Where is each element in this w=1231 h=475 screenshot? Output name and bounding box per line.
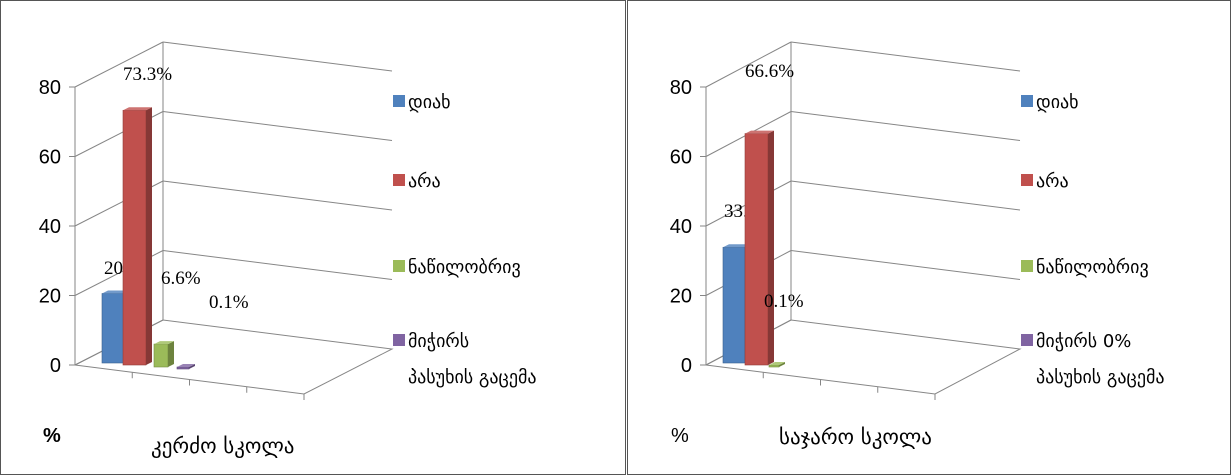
legend-label: ნაწილობრივ [1036,257,1149,278]
back-gridline [162,250,393,280]
chart-panel-private: 0 20 40 60 80 20% 73.3% 6.6% 0.1% დიახ არა ნაწილობრ… [0,0,626,475]
bar-side [146,107,152,365]
legend-label: დიახ [408,92,451,113]
side-gridline [74,41,164,88]
y-tick-label: 80 [670,77,692,99]
chart-private-school: 02040608020%73.3%6.6%0.1%დიახარანაწილობრ… [39,41,537,458]
legend-swatch [393,334,405,346]
legend-label: არა [408,171,441,192]
chart-title: საჯარო სკოლა [779,425,932,449]
legend-label: მიჭირს 0% [1036,331,1131,352]
unit-label: % [671,425,689,447]
chart-title: კერძო სკოლა [151,434,294,458]
bar-top [769,362,785,365]
y-tick-label: 40 [39,216,61,238]
legend-label: დიახ [1036,92,1079,113]
back-gridline [162,180,393,211]
legend-label: პასუხის გაცემა [408,367,537,388]
legend-swatch [1021,260,1033,272]
back-gridline [790,250,1021,280]
data-label: 73.3% [123,64,172,85]
y-tick-label: 0 [50,355,61,377]
chart-public-school: 02040608033.3%66.6%0.1%დიახარანაწილობრივ… [670,41,1165,449]
bar-front [176,366,190,370]
y-tick-label: 20 [670,286,692,308]
side-gridline [705,41,792,88]
chart-panel-public: 02040608033.3%66.6%0.1%დიახარანაწილობრივ… [627,0,1231,475]
legend-swatch [393,174,405,186]
y-tick-label: 60 [670,147,692,169]
bar-front [153,343,169,368]
back-gridline [790,41,1021,72]
back-gridline [162,111,393,141]
bar-side [189,364,195,369]
data-label: 0.1% [764,291,804,312]
legend-swatch [1021,95,1033,107]
data-label: 66.6% [745,61,794,82]
legend-label: მიჭირს [408,331,469,352]
legend-label: პასუხის გაცემა [1036,367,1165,388]
y-tick-label: 40 [670,216,692,238]
legend-swatch [1021,334,1033,346]
bar-front [122,109,147,366]
unit-label: % [43,425,61,447]
y-tick-label: 80 [39,77,61,99]
legend-swatch [393,95,405,107]
bar-top [154,341,174,345]
y-tick-label: 60 [39,147,61,169]
bar-top [177,364,195,367]
bar-top [745,130,774,134]
back-gridline [162,41,393,72]
data-label: 6.6% [161,268,201,289]
legend-swatch [1021,174,1033,186]
legend-label: არა [1036,171,1069,192]
bar-top [723,244,751,248]
legend-label: ნაწილობრივ [408,257,521,278]
bar-side [768,130,774,365]
y-tick-label: 20 [39,286,61,308]
legend-swatch [393,260,405,272]
y-tick-label: 0 [681,355,692,377]
bar-front [744,133,769,366]
back-gridline [790,180,1021,211]
bar-top [123,107,152,111]
data-label: 0.1% [209,292,249,313]
bar-side [779,362,785,367]
bar-front [722,246,746,364]
bar-front [768,364,780,368]
back-gridline [790,111,1021,141]
bar-front [101,293,125,364]
bar-side [168,341,174,367]
